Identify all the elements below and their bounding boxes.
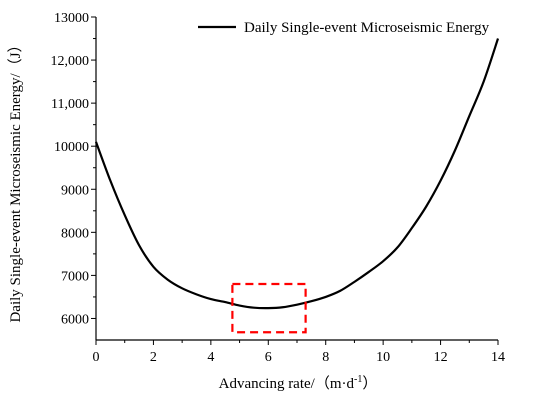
x-tick-label: 14 xyxy=(491,350,505,365)
axes xyxy=(95,17,498,341)
series-line-microseismic-energy xyxy=(94,38,500,310)
x-axis-title: Advancing rate/（m·d-1） xyxy=(219,374,378,392)
minimum-highlight-box xyxy=(231,282,307,334)
y-tick-label: 7000 xyxy=(61,269,89,284)
x-tick-label: 2 xyxy=(150,350,157,365)
y-tick-label: 8000 xyxy=(61,226,89,241)
x-tick-label: 0 xyxy=(93,350,100,365)
x-tick-label: 4 xyxy=(207,350,214,365)
x-tick-label: 6 xyxy=(265,350,272,365)
x-tick-label: 12 xyxy=(434,350,448,365)
y-tick-label: 10000 xyxy=(54,140,89,155)
y-tick-label: 13000 xyxy=(54,11,89,26)
x-tick-label: 10 xyxy=(376,350,390,365)
y-axis-title: Daily Single-event Microseismic Energy/（… xyxy=(7,37,24,322)
series-layer xyxy=(94,38,500,310)
ticks: 0 2 4 6 8 10 12 14 6000 7000 8000 9000 10000 11,000 12… xyxy=(51,11,506,365)
y-tick-label: 6000 xyxy=(61,312,89,327)
y-tick-label: 12,000 xyxy=(51,54,90,69)
annotation-layer xyxy=(231,282,307,334)
y-tick-label: 9000 xyxy=(61,183,89,198)
y-tick-label: 11,000 xyxy=(51,97,89,112)
x-tick-label: 8 xyxy=(322,350,329,365)
legend-label: Daily Single-event Microseismic Energy xyxy=(244,20,490,36)
legend: Daily Single-event Microseismic Energy xyxy=(198,20,490,36)
